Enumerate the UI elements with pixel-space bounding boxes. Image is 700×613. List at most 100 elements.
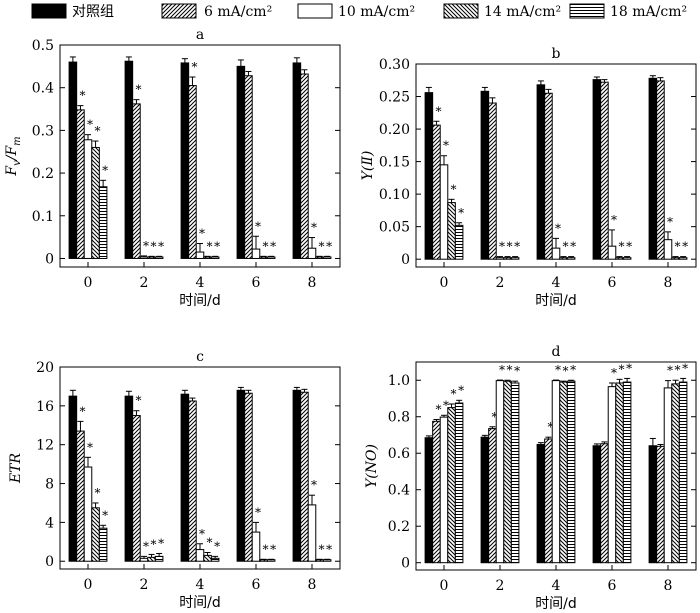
significance-star: * (563, 364, 569, 378)
significance-star: * (667, 364, 673, 378)
bar (560, 382, 568, 563)
x-tick-label: 4 (196, 577, 205, 593)
bar (672, 384, 680, 563)
bar (481, 91, 489, 259)
bar (608, 246, 616, 259)
y-tick-label: 20 (36, 360, 54, 376)
bar (679, 258, 687, 260)
bar (679, 382, 687, 563)
bar (237, 66, 245, 258)
x-tick-label: 4 (552, 578, 561, 594)
significance-star: * (199, 227, 205, 241)
bar (608, 387, 616, 563)
bar (196, 550, 204, 562)
bar (425, 93, 433, 260)
significance-star: * (255, 505, 261, 519)
y-tick-label: 0.10 (379, 187, 410, 203)
significance-star: * (143, 239, 149, 253)
bar (69, 62, 77, 258)
y-tick-label: 0.2 (32, 166, 54, 182)
significance-star: * (135, 394, 141, 408)
significance-star: * (207, 239, 213, 253)
significance-star: * (326, 239, 332, 253)
significance-star: * (158, 536, 164, 550)
significance-star: * (143, 539, 149, 553)
bar (260, 257, 268, 259)
significance-star: * (435, 402, 441, 416)
bar (211, 257, 219, 259)
bar (545, 439, 553, 563)
x-tick-label: 2 (496, 275, 505, 291)
panel-b: b00.050.100.150.200.250.30Y(Ⅱ)时间/d0****2… (360, 46, 696, 309)
y-tick-label: 0 (401, 556, 410, 572)
bar (649, 446, 657, 563)
bar (657, 446, 665, 562)
y-tick-label: 0.25 (379, 90, 410, 106)
x-tick-label: 8 (664, 578, 673, 594)
significance-star: * (270, 239, 276, 253)
bar (649, 78, 657, 259)
legend-swatch-6ma (162, 4, 196, 18)
y-tick-label: 0.5 (32, 38, 54, 54)
significance-star: * (151, 239, 157, 253)
legend-label-10ma: 10 mA/cm² (338, 4, 415, 20)
significance-star: * (555, 221, 561, 235)
x-tick-label: 6 (608, 578, 617, 594)
y-tick-label: 0.30 (379, 57, 410, 73)
y-tick-label: 0.20 (379, 122, 410, 138)
bar (552, 381, 560, 563)
significance-star: * (682, 361, 688, 375)
bar (293, 63, 301, 259)
bar (496, 258, 504, 260)
significance-star: * (319, 542, 325, 556)
bar (593, 80, 601, 260)
significance-star: * (682, 240, 688, 254)
y-tick-label: 0.8 (388, 410, 410, 426)
x-tick-label: 6 (608, 275, 617, 291)
x-tick-label: 2 (140, 577, 149, 593)
significance-star: * (611, 213, 617, 227)
legend: 对照组 6 mA/cm² 10 mA/cm² 14 mA/cm² 18 mA/c… (32, 4, 687, 20)
bar (77, 431, 85, 561)
bar (133, 416, 141, 562)
legend-item-14ma: 14 mA/cm² (444, 4, 561, 20)
bar (125, 396, 133, 561)
significance-star: * (570, 240, 576, 254)
bar (601, 444, 609, 563)
legend-swatch-14ma (444, 4, 478, 18)
bar (433, 421, 441, 562)
bar (664, 388, 672, 563)
bar (140, 558, 148, 561)
bar (301, 74, 309, 258)
bar (567, 258, 575, 260)
bar (567, 381, 575, 563)
bar (196, 252, 204, 258)
significance-star: * (443, 139, 449, 153)
significance-star: * (555, 363, 561, 377)
significance-star: * (102, 163, 108, 177)
legend-swatch-18ma (570, 4, 604, 18)
significance-star: * (311, 478, 317, 492)
y-tick-label: 1.0 (388, 373, 410, 389)
legend-item-18ma: 18 mA/cm² (570, 4, 687, 20)
significance-star: * (214, 539, 220, 553)
significance-star: * (135, 83, 141, 97)
significance-star: * (95, 486, 101, 500)
bar (308, 505, 316, 561)
bar (545, 93, 553, 259)
y-axis-label-a: Fv/Fm (4, 136, 23, 176)
bar (448, 408, 456, 563)
significance-star: * (570, 363, 576, 377)
significance-star: * (563, 240, 569, 254)
y-tick-label: 16 (36, 399, 54, 415)
x-tick-label: 2 (140, 275, 149, 291)
significance-star: * (435, 104, 441, 118)
y-tick-label: 0.6 (388, 446, 410, 462)
bar (481, 437, 489, 563)
x-tick-label: 4 (196, 275, 205, 291)
bar (489, 429, 497, 563)
bar (252, 249, 260, 258)
bar (211, 558, 219, 561)
x-axis-label: 时间/d (179, 293, 221, 309)
